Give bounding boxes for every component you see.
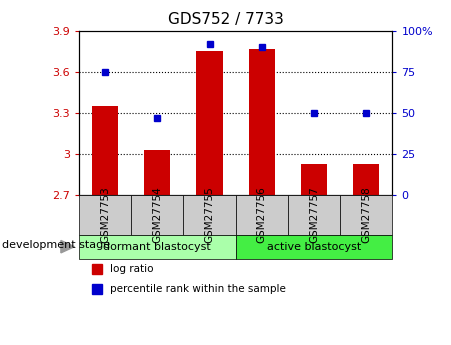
Text: GSM27755: GSM27755 — [204, 186, 215, 243]
Text: GSM27756: GSM27756 — [257, 186, 267, 243]
Text: active blastocyst: active blastocyst — [267, 242, 361, 252]
Text: GSM27753: GSM27753 — [100, 186, 110, 243]
Text: development stage: development stage — [2, 240, 110, 250]
Bar — [92, 106, 118, 195]
Text: GSM27757: GSM27757 — [309, 186, 319, 243]
Bar — [144, 150, 170, 195]
Text: dormant blastocyst: dormant blastocyst — [103, 242, 211, 252]
Bar — [301, 164, 327, 195]
Bar — [197, 51, 223, 195]
Text: GSM27754: GSM27754 — [152, 186, 162, 243]
Text: percentile rank within the sample: percentile rank within the sample — [110, 284, 286, 294]
Text: log ratio: log ratio — [110, 264, 154, 274]
Bar — [249, 49, 275, 195]
Text: GDS752 / 7733: GDS752 / 7733 — [168, 12, 283, 27]
Bar — [353, 164, 379, 195]
Text: GSM27758: GSM27758 — [361, 186, 371, 243]
